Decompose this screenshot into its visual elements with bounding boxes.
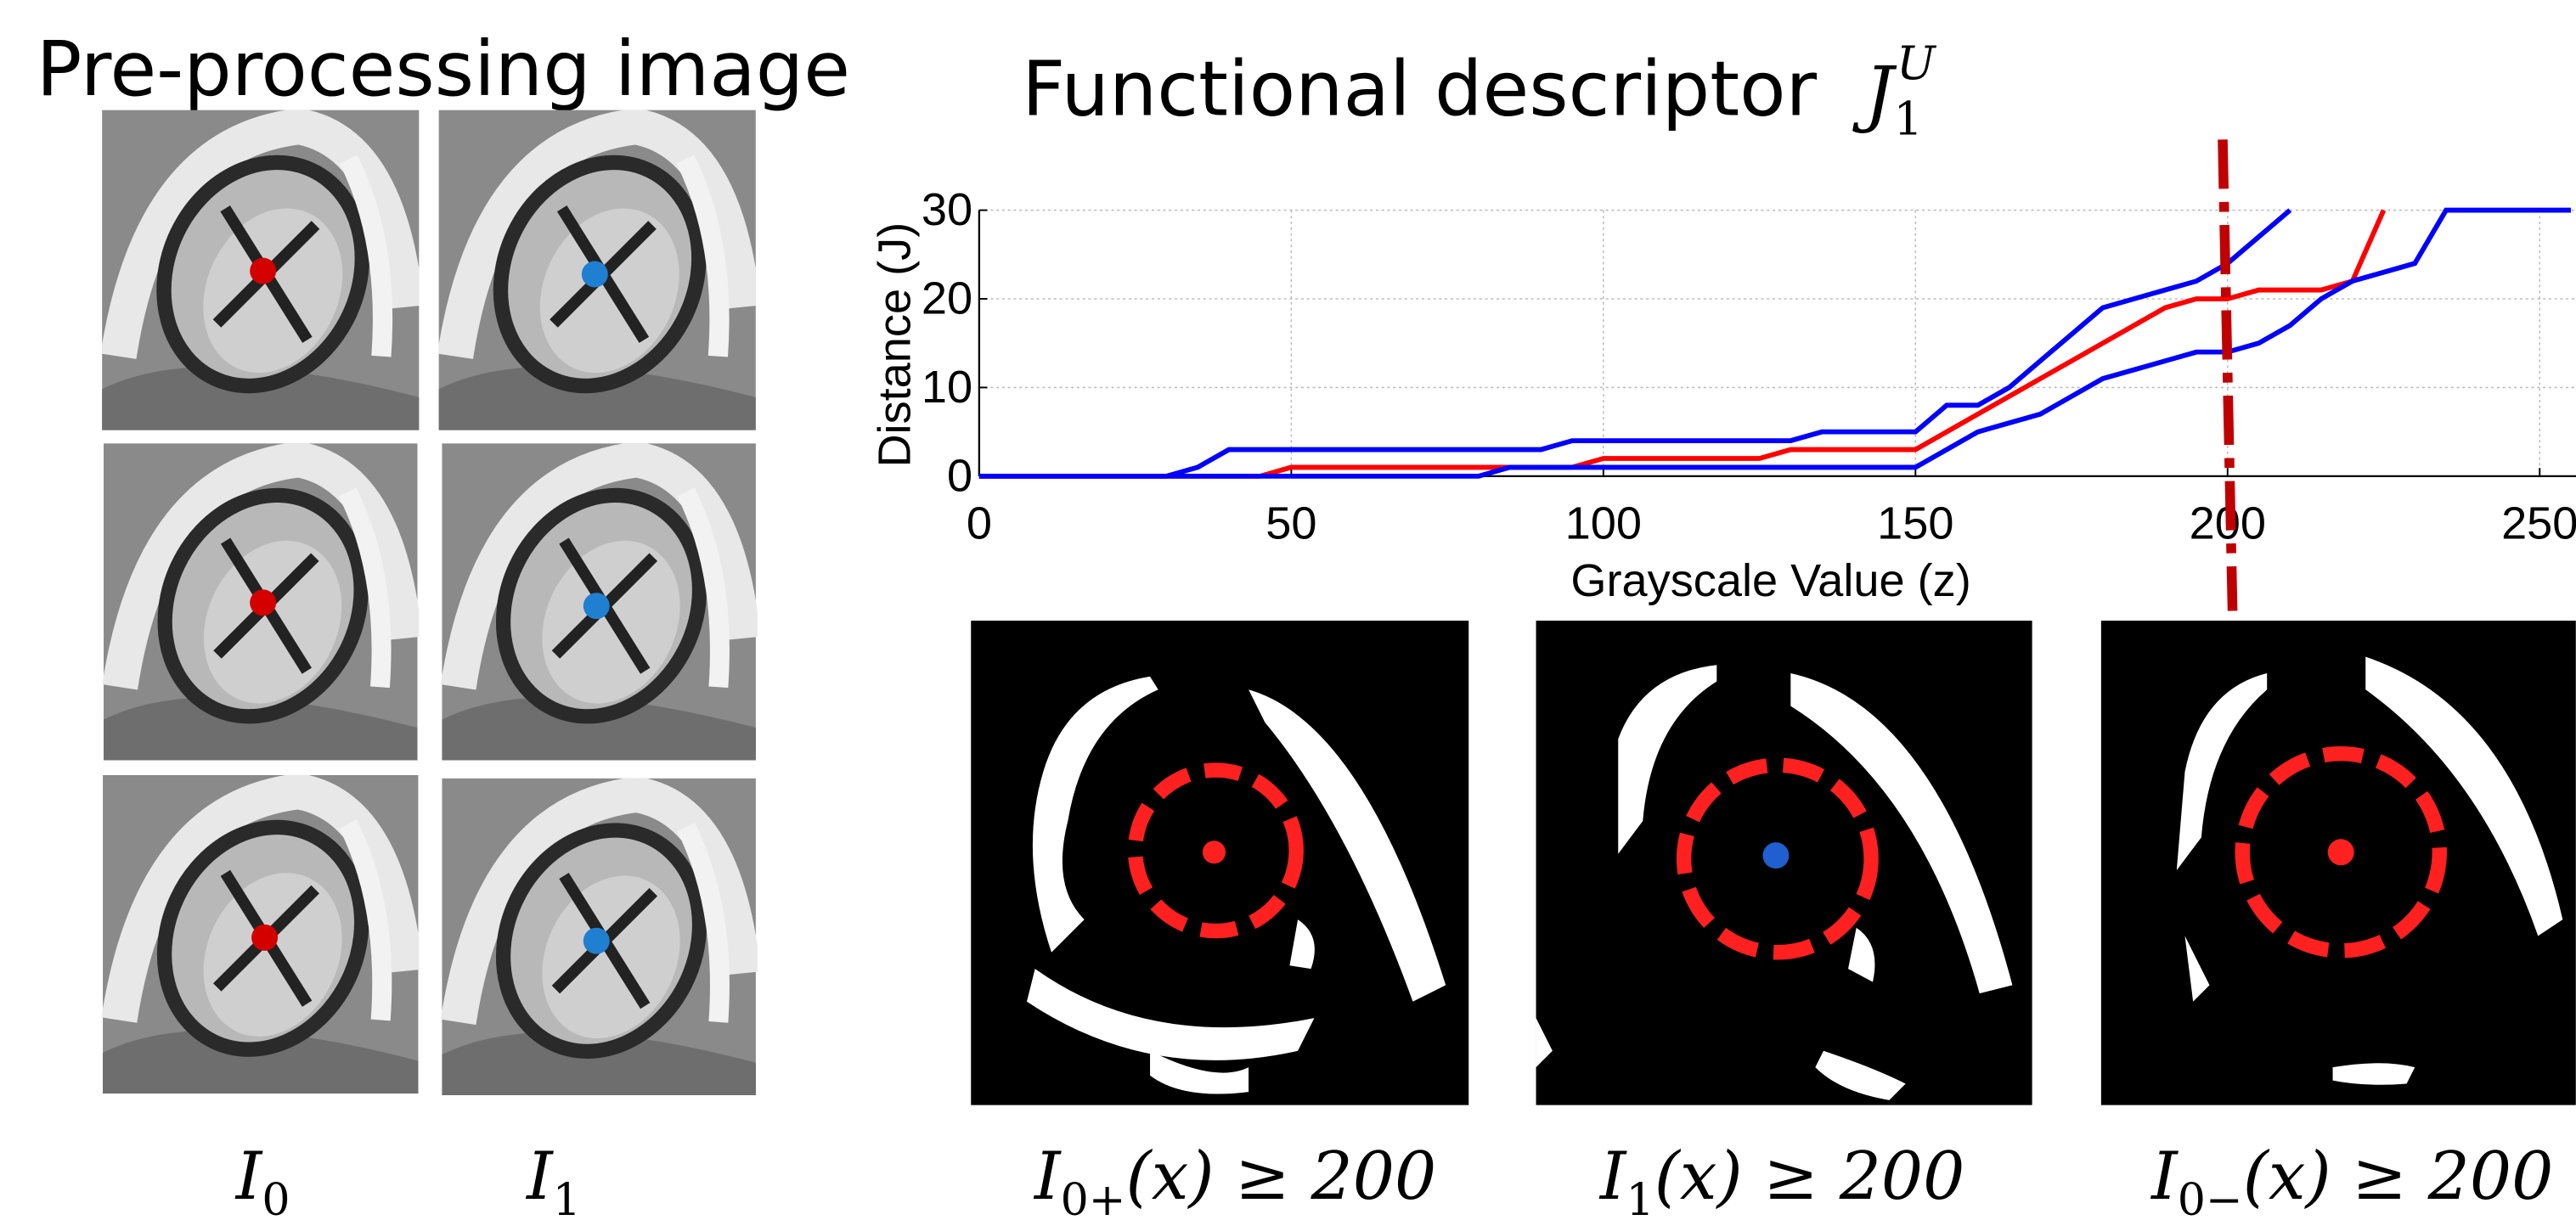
y-tick-label: 10 (922, 362, 972, 413)
center-dot (251, 924, 279, 951)
symbol-sup: U (1897, 37, 1937, 90)
caption-sub: 1 (1626, 1175, 1654, 1220)
threshold-line (2218, 139, 2238, 611)
data-line (978, 208, 2292, 479)
math-caption: I0+(x) ≥ 200 (1033, 1138, 1436, 1220)
caption-rest: (x) ≥ 200 (1126, 1138, 1437, 1215)
caption-base: I (1033, 1138, 1062, 1215)
right-title: Functional descriptor (1022, 44, 1817, 132)
center-dot (250, 589, 277, 616)
binary-images (971, 621, 2576, 1105)
caption-sub: 0− (2178, 1175, 2243, 1220)
symbol-base: J (1852, 52, 1897, 136)
caption-sub: 0+ (1061, 1175, 1126, 1220)
center-dot (583, 593, 610, 620)
y-tick-label: 0 (947, 450, 972, 501)
x-axis-label: Grayscale Value (z) (1570, 555, 1970, 606)
caption-rest: (x) ≥ 200 (2243, 1138, 2554, 1215)
caption-base: I (525, 1138, 554, 1215)
math-caption: I0 (234, 1138, 290, 1220)
math-caption: I0−(x) ≥ 200 (2150, 1138, 2553, 1220)
center-dot (250, 257, 277, 284)
center-dot (581, 261, 608, 288)
x-tick-label: 100 (1565, 498, 1642, 548)
center-dot (583, 927, 610, 954)
caption-rest: (x) ≥ 200 (1654, 1138, 1965, 1215)
left-title: Pre-processing image (37, 25, 850, 113)
chart: 0102030050100150200250Grayscale Value (z… (870, 139, 2576, 611)
symbol-sub: 1 (1893, 93, 1922, 146)
descriptor-symbol: J1U (1852, 37, 1937, 146)
captions: I0 I1 I0+(x) ≥ 200 I1(x) ≥ 200 I0−(x) ≥ 200 (234, 1138, 2554, 1220)
caption-sub: 0 (262, 1175, 290, 1220)
x-tick-label: 50 (1265, 498, 1316, 548)
x-tick-label: 250 (2501, 498, 2576, 548)
y-axis-label: Distance (J) (870, 222, 921, 468)
caption-base: I (234, 1138, 263, 1215)
preprocessed-images (102, 110, 756, 1095)
y-tick-label: 20 (922, 273, 972, 323)
y-tick-label: 30 (922, 184, 972, 235)
caption-base: I (2150, 1138, 2179, 1215)
caption-base: I (1598, 1138, 1627, 1215)
data-line (978, 209, 2387, 479)
x-tick-label: 150 (1877, 498, 1953, 548)
math-caption: I1(x) ≥ 200 (1598, 1138, 1964, 1220)
data-line (978, 207, 2571, 479)
x-tick-label: 0 (967, 498, 992, 548)
caption-sub: 1 (553, 1175, 581, 1220)
math-caption: I1 (525, 1138, 581, 1220)
